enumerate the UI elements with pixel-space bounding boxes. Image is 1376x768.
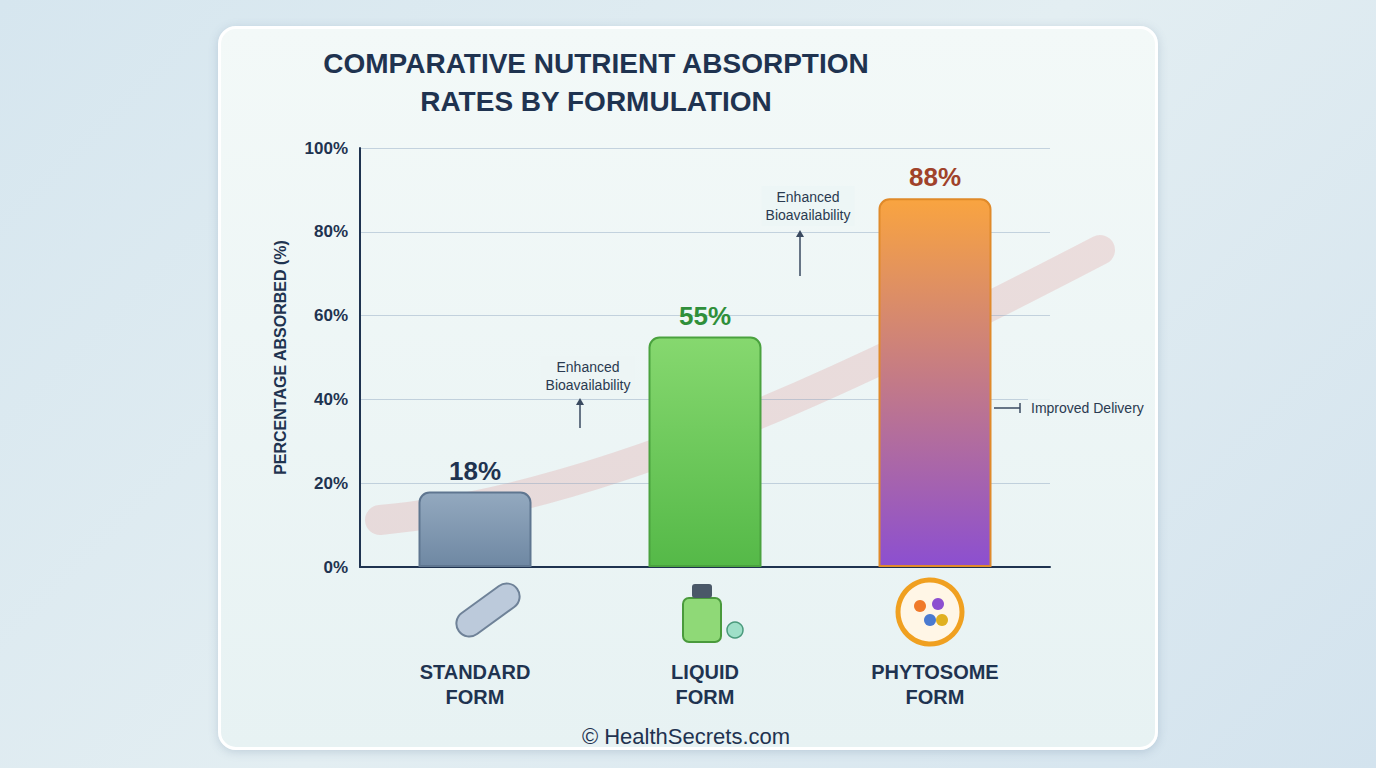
svg-text:FORM: FORM bbox=[676, 686, 735, 708]
svg-text:RATES BY FORMULATION: RATES BY FORMULATION bbox=[420, 86, 772, 117]
svg-text:18%: 18% bbox=[449, 456, 501, 486]
svg-text:100%: 100% bbox=[305, 139, 348, 158]
svg-text:80%: 80% bbox=[314, 222, 348, 241]
svg-text:STANDARD: STANDARD bbox=[420, 661, 531, 683]
svg-text:LIQUID: LIQUID bbox=[671, 661, 739, 683]
svg-text:Bioavailability: Bioavailability bbox=[766, 207, 851, 223]
svg-text:PHYTOSOME: PHYTOSOME bbox=[871, 661, 998, 683]
svg-text:20%: 20% bbox=[314, 474, 348, 493]
svg-text:© HealthSecrets.com: © HealthSecrets.com bbox=[582, 724, 790, 749]
svg-text:PERCENTAGE ABSORBED (%): PERCENTAGE ABSORBED (%) bbox=[272, 240, 289, 475]
svg-text:Bioavailability: Bioavailability bbox=[546, 377, 631, 393]
svg-text:Improved Delivery: Improved Delivery bbox=[1031, 400, 1144, 416]
svg-text:FORM: FORM bbox=[446, 686, 505, 708]
svg-text:Enhanced: Enhanced bbox=[556, 359, 619, 375]
svg-text:40%: 40% bbox=[314, 390, 348, 409]
svg-text:Enhanced: Enhanced bbox=[776, 189, 839, 205]
svg-text:55%: 55% bbox=[679, 301, 731, 331]
svg-text:60%: 60% bbox=[314, 306, 348, 325]
svg-text:0%: 0% bbox=[323, 558, 348, 577]
svg-text:88%: 88% bbox=[909, 162, 961, 192]
svg-text:COMPARATIVE NUTRIENT ABSORPTIO: COMPARATIVE NUTRIENT ABSORPTION bbox=[323, 48, 868, 79]
svg-text:FORM: FORM bbox=[906, 686, 965, 708]
